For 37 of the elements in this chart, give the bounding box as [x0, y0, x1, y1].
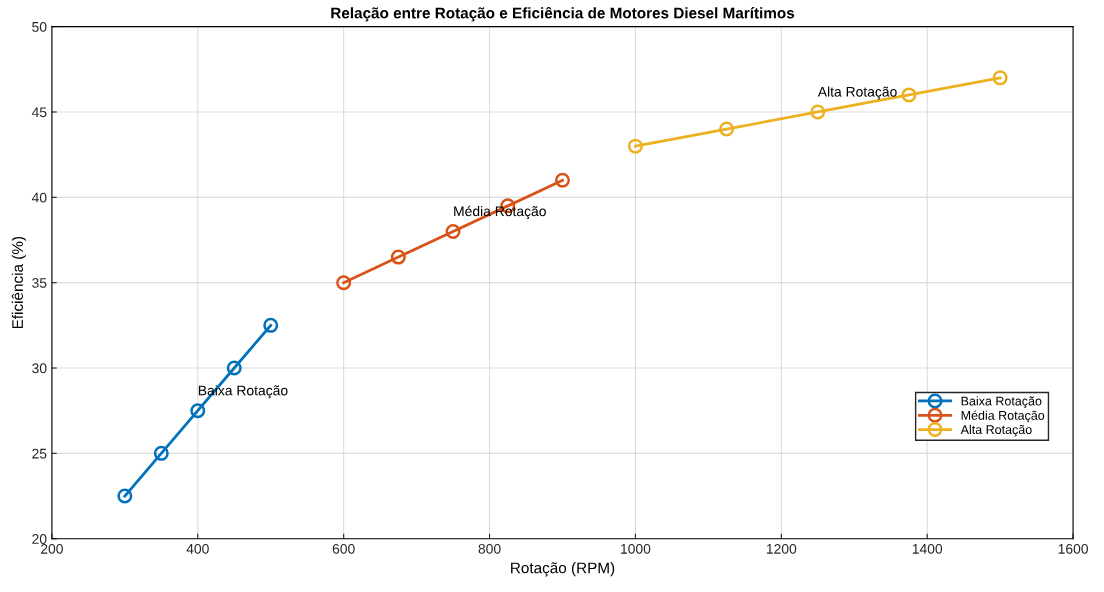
y-tick-label: 40 — [31, 192, 47, 203]
x-tick-label: 600 — [332, 543, 355, 554]
y-tick-label: 20 — [32, 534, 47, 544]
y-axis-title: Eficiência (%) — [11, 236, 27, 329]
point — [263, 317, 279, 333]
point — [554, 172, 570, 188]
y-tick-label: 35 — [32, 278, 47, 288]
x-tick-label: 1400 — [912, 543, 943, 554]
y-tick-label: 45 — [31, 107, 47, 118]
point — [190, 403, 206, 419]
x-axis-title: Rotação (RPM) — [511, 562, 615, 577]
legend-label: Alta Rotação — [960, 424, 1032, 437]
point — [992, 70, 1008, 86]
point — [390, 249, 406, 265]
x-tick-label: 1600 — [1058, 543, 1088, 554]
point — [226, 360, 242, 376]
point — [445, 223, 461, 239]
y-tick-label: 25 — [32, 448, 47, 459]
y-tick-label: 50 — [32, 21, 47, 32]
point — [153, 445, 169, 461]
chart-title: Relação entre Rotação e Eficiência de Motores Diesel Marítimos — [331, 6, 795, 22]
legend-label: Média Rotação — [961, 410, 1045, 423]
x-tick-label: 1000 — [621, 543, 651, 554]
point — [117, 488, 133, 504]
point — [627, 138, 643, 154]
annotation: Média Rotação — [454, 205, 546, 219]
x-tick-label: 1200 — [766, 543, 797, 554]
annotation: Alta Rotação — [817, 86, 897, 100]
x-tick-label: 800 — [478, 543, 501, 554]
x-tick-label: 200 — [41, 543, 63, 554]
point — [719, 121, 735, 137]
y-tick-label: 30 — [32, 363, 47, 374]
legend-label: Baixa Rotação — [961, 396, 1042, 408]
x-tick-label: 400 — [186, 543, 209, 554]
point — [901, 87, 917, 103]
point — [336, 275, 352, 291]
point — [810, 104, 826, 120]
